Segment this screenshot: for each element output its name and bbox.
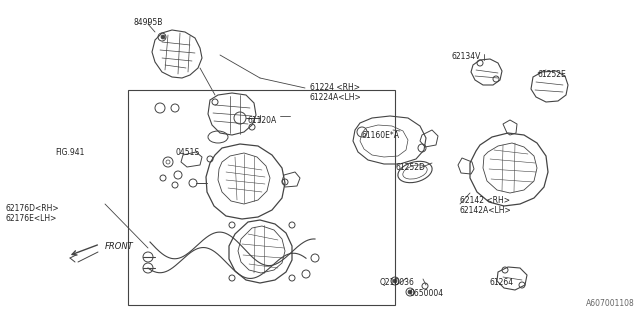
Text: 0451S: 0451S (175, 148, 199, 157)
Text: 61224 <RH>: 61224 <RH> (310, 83, 360, 92)
Text: A607001108: A607001108 (586, 299, 635, 308)
Text: 0650004: 0650004 (410, 289, 444, 298)
Text: 61264: 61264 (490, 278, 514, 287)
Text: 62134V: 62134V (452, 52, 481, 61)
Text: 62142A<LH>: 62142A<LH> (460, 206, 512, 215)
Text: FIG.941: FIG.941 (55, 148, 84, 157)
Text: 62142 <RH>: 62142 <RH> (460, 196, 510, 205)
Text: 61224A<LH>: 61224A<LH> (310, 93, 362, 102)
Text: Q210036: Q210036 (380, 278, 415, 287)
Text: 61252D: 61252D (395, 163, 425, 172)
Circle shape (161, 35, 165, 39)
Text: 61160E*A: 61160E*A (362, 131, 400, 140)
Text: 62176E<LH>: 62176E<LH> (5, 214, 56, 223)
Text: 62176D<RH>: 62176D<RH> (5, 204, 59, 213)
Text: 61252E: 61252E (537, 70, 566, 79)
Text: 61120A: 61120A (248, 116, 277, 125)
Circle shape (393, 279, 397, 283)
Text: 84995B: 84995B (133, 18, 163, 27)
Circle shape (408, 290, 412, 294)
Bar (128, 90, 395, 305)
Text: FRONT: FRONT (105, 242, 134, 251)
